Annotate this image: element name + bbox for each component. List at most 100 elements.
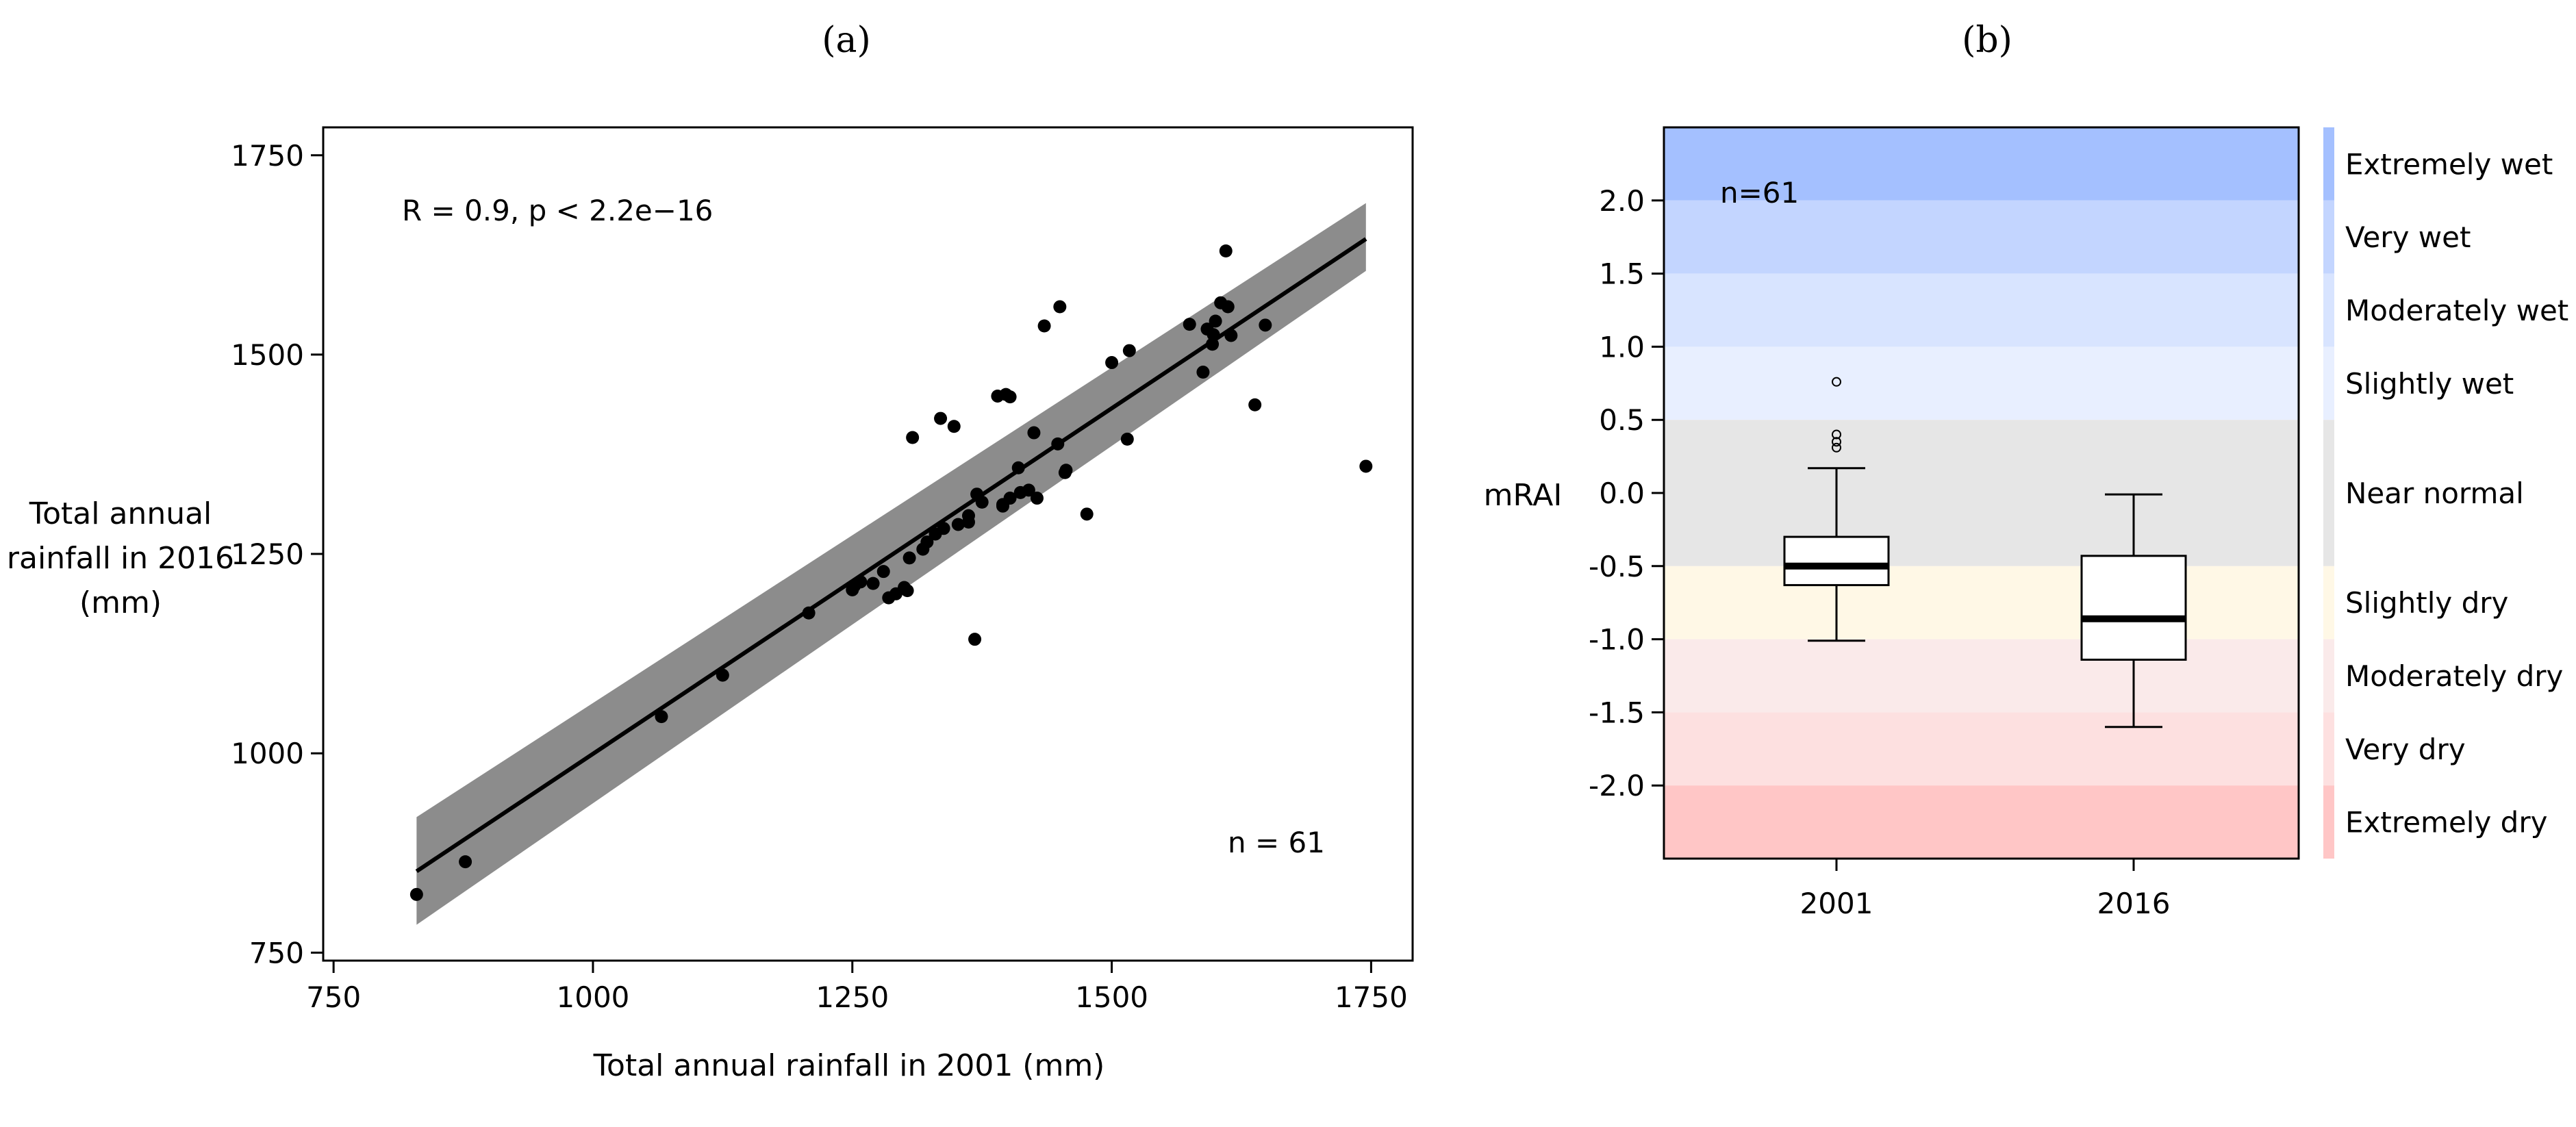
data-point xyxy=(1030,492,1044,505)
x-tick-label: 750 xyxy=(306,980,361,1014)
data-point xyxy=(1011,461,1025,474)
mrai-band-labels: Extremely wet Very wet Moderately wet Sligh… xyxy=(2345,147,2568,839)
data-point xyxy=(1037,319,1051,333)
mrai-band xyxy=(1664,273,2299,347)
mrai-band-label: Very dry xyxy=(2345,733,2466,766)
outlier-point xyxy=(1832,429,1841,440)
y-tick-label: 0.0 xyxy=(1599,477,1645,510)
mrai-band xyxy=(1664,712,2299,786)
data-point xyxy=(1003,492,1017,505)
panel-label-a: (a) xyxy=(822,20,871,61)
mrai-band-label: Near normal xyxy=(2345,477,2524,510)
data-point xyxy=(1219,244,1233,258)
x-axis-title: Total annual rainfall in 2001 (mm) xyxy=(593,1048,1105,1083)
confidence-band xyxy=(416,203,1366,925)
data-point xyxy=(1122,344,1136,357)
data-point xyxy=(920,535,934,549)
y-tick-label: 1500 xyxy=(231,338,304,372)
data-point xyxy=(1209,314,1222,328)
data-point xyxy=(1259,318,1272,332)
outlier-point xyxy=(1832,442,1841,453)
mrai-band xyxy=(1664,127,2299,201)
boxplot-panel: Extremely wet Very wet Moderately wet Sligh… xyxy=(1484,126,2568,920)
data-point xyxy=(968,633,982,646)
sample-size-label: n = 61 xyxy=(1228,826,1325,859)
panel-label-b: (b) xyxy=(1962,20,2012,61)
data-point xyxy=(900,584,914,598)
data-point xyxy=(961,509,975,522)
data-point xyxy=(1059,464,1073,477)
data-point xyxy=(1120,432,1134,446)
confidence-band-area xyxy=(416,203,1366,925)
x-axis-ticks-b: 2001 2016 xyxy=(1800,859,2170,920)
x-tick-label: 1000 xyxy=(557,980,630,1014)
mrai-band-label: Slightly wet xyxy=(2345,367,2514,401)
data-point xyxy=(1051,437,1065,451)
legend-swatch xyxy=(2323,785,2334,859)
data-point xyxy=(947,420,961,433)
y-tick-label: 2.0 xyxy=(1599,184,1645,218)
y-tick-label: 1.5 xyxy=(1599,257,1645,291)
regression-line-segment xyxy=(415,237,1367,874)
x-tick-label: 1750 xyxy=(1335,980,1408,1014)
data-point xyxy=(1003,390,1017,404)
y-tick-label: -0.5 xyxy=(1589,550,1645,583)
y-axis-title-line-2: rainfall in 2016 xyxy=(7,541,234,576)
y-axis-ticks-b: 2.0 1.5 1.0 0.5 0.0 -0.5 -1.0 -1.5 -2.0 xyxy=(1589,184,1664,802)
data-point xyxy=(866,577,880,590)
data-point xyxy=(1221,300,1235,314)
category-label: 2001 xyxy=(1800,887,1873,920)
data-point xyxy=(409,887,423,901)
y-tick-label: 1000 xyxy=(231,737,304,770)
data-point xyxy=(970,487,984,501)
mrai-band-label: Extremely wet xyxy=(2345,147,2553,181)
x-tick-label: 1500 xyxy=(1075,980,1148,1014)
mrai-band xyxy=(1664,346,2299,420)
data-point xyxy=(1206,338,1220,351)
scatter-points xyxy=(409,244,1373,901)
data-point xyxy=(716,668,729,682)
x-axis-ticks: 750 1000 1250 1500 1750 xyxy=(306,961,1408,1014)
outlier-point xyxy=(1832,377,1841,387)
sample-size-label-b: n=61 xyxy=(1720,176,1799,210)
data-point xyxy=(854,575,868,589)
legend-color-strip xyxy=(2323,127,2334,859)
data-point xyxy=(1027,426,1041,440)
data-point xyxy=(655,710,668,724)
legend-swatch xyxy=(2323,346,2334,420)
regression-line xyxy=(415,237,1367,874)
data-point xyxy=(951,518,965,531)
data-point xyxy=(459,855,472,869)
data-point xyxy=(802,606,816,620)
mrai-band-label: Moderately dry xyxy=(2345,659,2563,693)
y-tick-label: -2.0 xyxy=(1589,769,1645,802)
correlation-annotation: R = 0.9, p < 2.2e−16 xyxy=(402,194,713,227)
data-point xyxy=(1248,398,1262,411)
data-point xyxy=(906,431,920,444)
outlier-point xyxy=(1832,437,1841,447)
mrai-bands xyxy=(1664,127,2299,859)
mrai-band-label: Moderately wet xyxy=(2345,294,2568,327)
data-point xyxy=(1224,329,1238,342)
legend-swatch xyxy=(2323,200,2334,274)
x-tick-label: 1250 xyxy=(816,980,889,1014)
data-point xyxy=(1207,328,1220,342)
data-point xyxy=(1080,507,1094,521)
mrai-band xyxy=(1664,200,2299,274)
y-tick-label: 0.5 xyxy=(1599,403,1645,437)
mrai-band xyxy=(1664,785,2299,859)
mrai-band-label: Very wet xyxy=(2345,220,2471,254)
mrai-band xyxy=(1664,420,2299,566)
y-axis-title-b: mRAI xyxy=(1484,478,1563,513)
legend-swatch xyxy=(2323,712,2334,786)
y-tick-label: 1.0 xyxy=(1599,330,1645,364)
data-point xyxy=(902,551,916,565)
y-tick-label: 1750 xyxy=(231,139,304,173)
legend-swatch xyxy=(2323,127,2334,201)
mrai-band-label: Slightly dry xyxy=(2345,586,2508,620)
box-iqr xyxy=(2080,555,2187,661)
y-axis-ticks: 750 1000 1250 1500 1750 xyxy=(231,139,323,970)
data-point xyxy=(1053,300,1067,314)
data-point xyxy=(1022,483,1035,497)
